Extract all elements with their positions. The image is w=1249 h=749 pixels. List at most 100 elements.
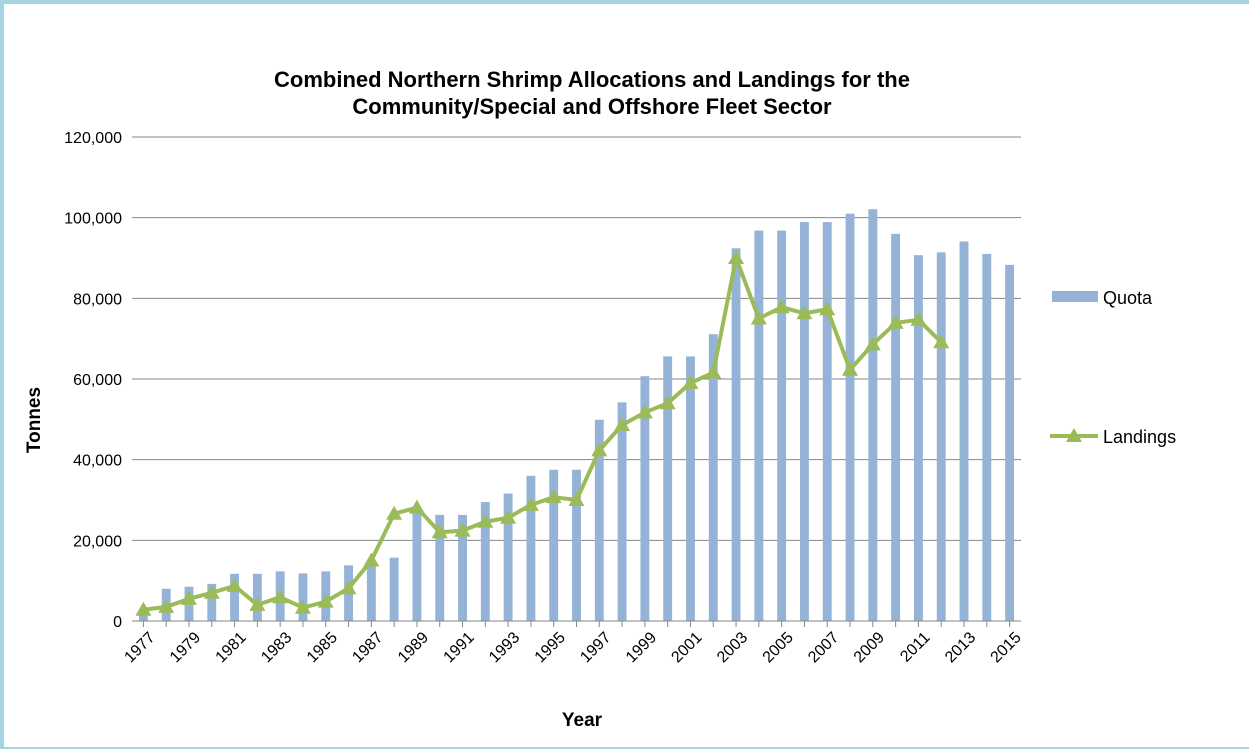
landings-series-line xyxy=(143,256,943,612)
landings-point xyxy=(203,584,220,599)
x-tick-label: 1987 xyxy=(349,629,386,666)
y-tick-label: 20,000 xyxy=(73,533,122,550)
x-tick-label: 2013 xyxy=(942,629,979,666)
quota-bar xyxy=(663,356,673,621)
x-tick-label: 1983 xyxy=(258,629,295,666)
x-tick-label: 2011 xyxy=(897,629,933,665)
landings-point xyxy=(682,375,699,390)
landings-point xyxy=(477,513,494,528)
quota-bar xyxy=(777,230,787,621)
y-tick-label: 100,000 xyxy=(64,211,122,228)
landings-point xyxy=(545,489,562,504)
landings-point xyxy=(933,334,950,349)
quota-bar xyxy=(366,561,376,621)
quota-bar xyxy=(526,475,536,621)
quota-bar xyxy=(686,356,695,621)
landings-point xyxy=(500,509,517,524)
x-tick-label: 1981 xyxy=(213,629,250,666)
landings-point xyxy=(910,311,927,326)
legend-landings-marker xyxy=(1066,428,1082,442)
landings-point xyxy=(636,404,653,419)
quota-bar xyxy=(503,493,513,621)
landings-point xyxy=(750,310,767,325)
quota-bar xyxy=(982,253,992,621)
x-tick-label: 2007 xyxy=(805,629,842,666)
landings-point xyxy=(842,361,859,376)
quota-bar xyxy=(549,469,559,621)
landings-point xyxy=(340,580,357,595)
landings-point xyxy=(363,552,380,567)
quota-bar xyxy=(845,213,855,621)
quota-bar xyxy=(617,402,627,621)
quota-bar xyxy=(913,255,923,621)
landings-point xyxy=(522,496,539,511)
legend: Quota Landings xyxy=(1050,288,1176,447)
y-tick-label: 40,000 xyxy=(73,453,122,470)
chart-title-line-2: Community/Special and Offshore Fleet Sec… xyxy=(352,94,832,119)
landings-point xyxy=(591,442,608,457)
landings-point xyxy=(431,524,448,539)
x-axis-ticks: 1977 1979 1981 1983 1985 1987 1989 1991 1993 1995… xyxy=(121,621,1025,666)
landings-line xyxy=(135,250,950,616)
quota-bar xyxy=(822,222,832,621)
quota-bar xyxy=(412,509,422,621)
landings-point xyxy=(408,499,425,514)
y-tick-label: 0 xyxy=(113,614,122,631)
landings-point xyxy=(614,416,631,431)
landings-point xyxy=(705,364,722,379)
landings-point xyxy=(864,336,881,351)
landings-point xyxy=(773,299,790,314)
landings-point xyxy=(226,577,243,592)
quota-bars xyxy=(138,209,1015,622)
y-tick-label: 80,000 xyxy=(73,291,122,308)
landings-point xyxy=(135,601,152,616)
landings-point xyxy=(272,589,289,604)
gridlines xyxy=(132,136,1021,541)
landings-point xyxy=(887,314,904,329)
x-tick-label: 2003 xyxy=(714,629,751,666)
quota-bar xyxy=(435,514,445,621)
legend-quota-swatch xyxy=(1052,291,1098,302)
quota-bar xyxy=(594,419,604,621)
legend-landings-label: Landings xyxy=(1103,427,1176,447)
landings-point xyxy=(294,599,311,614)
x-tick-label: 2001 xyxy=(668,629,705,666)
x-tick-label: 2009 xyxy=(851,629,888,666)
quota-bar xyxy=(891,233,901,622)
landings-point xyxy=(180,590,197,605)
x-tick-label: 1977 xyxy=(121,629,158,666)
x-tick-label: 1989 xyxy=(395,629,432,666)
quota-bar xyxy=(936,252,946,621)
quota-bar xyxy=(458,514,467,621)
quota-bar xyxy=(708,334,718,621)
y-axis-ticks: 0 20,000 40,000 60,000 80,000 100,000 120,000 xyxy=(64,130,122,631)
landings-point xyxy=(796,305,813,320)
x-axis-title: Year xyxy=(562,710,603,731)
x-tick-label: 1993 xyxy=(486,629,523,666)
quota-bar xyxy=(959,241,969,622)
quota-bar xyxy=(572,469,581,621)
x-tick-label: 1999 xyxy=(623,629,660,666)
y-axis-title: Tonnes xyxy=(24,387,45,453)
y-tick-label: 60,000 xyxy=(73,372,122,389)
landings-point xyxy=(568,492,585,506)
quota-bar xyxy=(1005,264,1015,621)
legend-quota-label: Quota xyxy=(1103,288,1153,308)
quota-bar xyxy=(640,376,650,621)
x-tick-label: 1995 xyxy=(532,629,569,666)
x-tick-label: 2005 xyxy=(760,629,797,666)
quota-bar xyxy=(754,230,764,621)
landings-point xyxy=(386,505,403,520)
x-tick-label: 1979 xyxy=(167,629,204,666)
quota-bar xyxy=(230,573,240,621)
x-tick-label: 1997 xyxy=(577,629,614,666)
x-tick-label: 2015 xyxy=(988,629,1025,666)
landings-point xyxy=(728,250,745,264)
landings-point xyxy=(158,598,175,613)
landings-point xyxy=(317,593,334,608)
landings-point xyxy=(454,522,471,537)
quota-bar xyxy=(207,583,217,621)
quota-bar xyxy=(480,502,490,621)
